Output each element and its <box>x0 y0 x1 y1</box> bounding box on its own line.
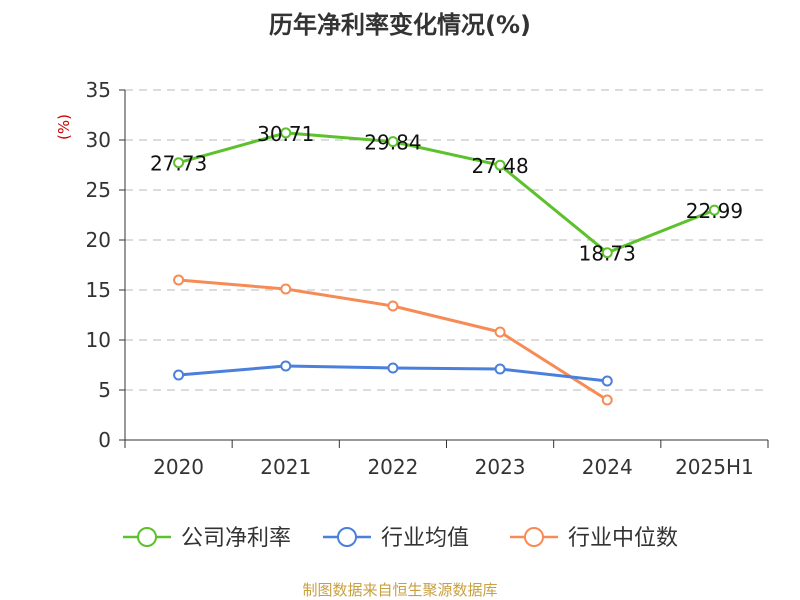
data-point <box>494 159 506 171</box>
x-tick-labels: 2020 2021 2022 2023 2024 2025H1 <box>153 455 754 479</box>
legend-label: 行业均值 <box>381 526 469 551</box>
y-tick-label: 30 <box>86 128 111 152</box>
legend[interactable]: 公司净利率 行业均值 行业中位数 <box>123 526 678 551</box>
y-tick-labels: 0 5 10 15 20 25 30 35 <box>86 78 111 452</box>
data-label: 27.48 <box>471 154 528 178</box>
legend-item-2[interactable]: 行业中位数 <box>510 526 678 551</box>
data-point <box>387 362 399 374</box>
data-point <box>173 369 185 381</box>
data-point <box>387 300 399 312</box>
y-tick-label: 0 <box>98 428 111 452</box>
data-label: 29.84 <box>364 131 421 155</box>
data-label: 22.99 <box>686 199 743 223</box>
data-point <box>601 375 613 387</box>
data-point <box>494 326 506 338</box>
data-label: 30.71 <box>257 122 314 146</box>
data-point <box>387 136 399 148</box>
axes <box>119 89 769 448</box>
x-tick-label: 2020 <box>153 455 204 479</box>
legend-label: 公司净利率 <box>181 526 291 551</box>
x-tick-label: 2024 <box>582 455 633 479</box>
x-tick-label: 2025H1 <box>675 455 754 479</box>
legend-item-0[interactable]: 公司净利率 <box>123 526 291 551</box>
x-tick-label: 2023 <box>475 455 526 479</box>
source-note: 制图数据来自恒生聚源数据库 <box>302 581 497 599</box>
y-tick-label: 15 <box>86 278 111 302</box>
chart-title: 历年净利率变化情况(%) <box>269 11 531 39</box>
series-lines <box>173 127 720 406</box>
legend-item-1[interactable]: 行业均值 <box>323 526 469 551</box>
data-point <box>280 283 292 295</box>
y-tick-label: 10 <box>86 328 111 352</box>
data-point <box>173 274 185 286</box>
x-tick-label: 2021 <box>260 455 311 479</box>
legend-marker <box>524 527 544 547</box>
y-tick-label: 35 <box>86 78 111 102</box>
data-point <box>173 157 185 169</box>
data-point <box>280 127 292 139</box>
grid-lines <box>125 89 768 391</box>
y-tick-label: 5 <box>98 378 111 402</box>
data-label: 18.73 <box>579 242 636 266</box>
y-tick-label: 20 <box>86 228 111 252</box>
y-tick-label: 25 <box>86 178 111 202</box>
data-point <box>494 363 506 375</box>
x-tick-label: 2022 <box>367 455 418 479</box>
legend-marker <box>137 527 157 547</box>
series-line-0 <box>178 131 715 255</box>
legend-marker <box>337 527 357 547</box>
data-point <box>601 247 613 259</box>
data-labels: 27.73 30.71 29.84 27.48 18.73 22.99 <box>150 122 743 266</box>
data-label: 27.73 <box>150 152 207 176</box>
data-point <box>280 360 292 372</box>
data-point <box>601 394 613 406</box>
data-point <box>708 204 720 216</box>
y-axis-unit-label: (%) <box>55 114 73 140</box>
legend-label: 行业中位数 <box>568 526 678 551</box>
